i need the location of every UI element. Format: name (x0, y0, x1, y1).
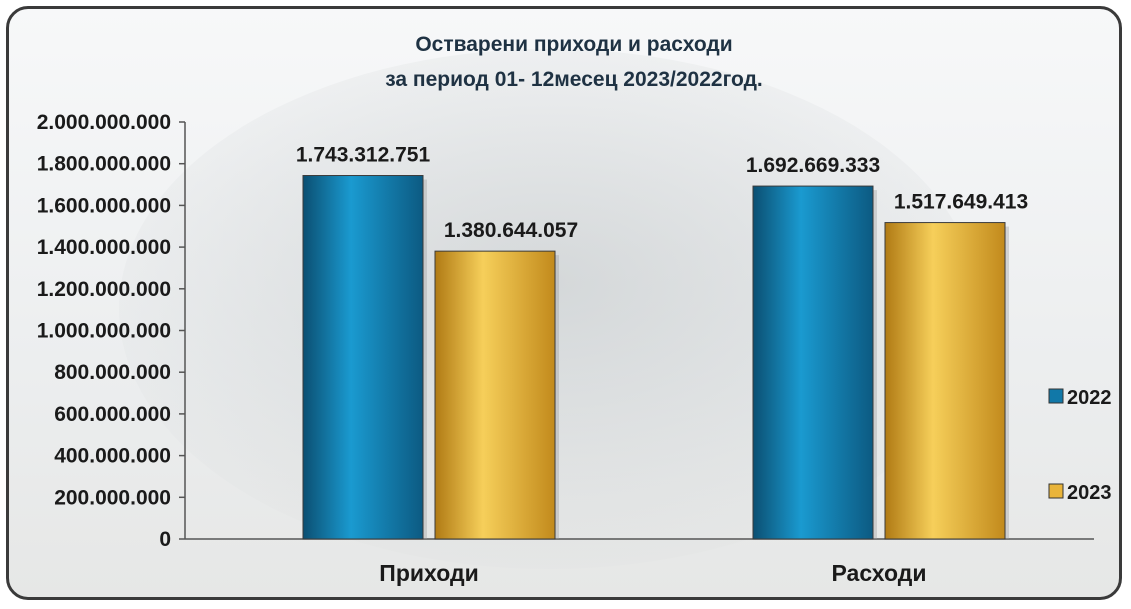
bars (302, 175, 1009, 540)
x-tick-label: Расходи (831, 560, 926, 586)
legend-entry: 2023 (1067, 482, 1112, 504)
y-tick-label: 1.800.000.000 (37, 153, 171, 176)
legend-swatch (1048, 388, 1064, 404)
y-tick-label: 600.000.000 (54, 403, 171, 426)
x-tick-label: Приходи (379, 560, 478, 586)
legend-swatch (1048, 483, 1064, 499)
chart-frame: Остварени приходи и расходи за период 01… (6, 6, 1122, 600)
chart-title-line-2: за период 01- 12месец 2023/2022год. (385, 68, 763, 91)
y-tick-label: 400.000.000 (54, 445, 171, 468)
bar-2023-rashodi (884, 222, 1006, 540)
chart-title-line-1: Остварени приходи и расходи (415, 33, 732, 56)
bar-chart: Остварени приходи и расходи за период 01… (37, 33, 1112, 586)
axes: 0 200.000.000 400.000.000 600.000.000 800.00… (37, 111, 1094, 551)
bar-2022-prihodi (302, 175, 424, 540)
data-label: 1.517.649.413 (894, 191, 1028, 214)
y-tick-label: 800.000.000 (54, 361, 171, 384)
y-tick-label: 1.000.000.000 (37, 320, 171, 343)
bar-2023-prihodi (434, 250, 556, 540)
legend: 2022 2023 (1048, 387, 1112, 504)
category-labels: Приходи Расходи (379, 560, 926, 586)
value-labels: 1.743.312.751 1.380.644.057 1.692.669.333 1… (296, 144, 1028, 243)
y-tick-label: 2.000.000.000 (37, 111, 171, 134)
y-tick-label: 0 (159, 528, 171, 551)
y-tick-label: 1.400.000.000 (37, 236, 171, 259)
data-label: 1.692.669.333 (746, 154, 880, 177)
data-label: 1.743.312.751 (296, 144, 431, 167)
y-tick-label: 1.600.000.000 (37, 194, 171, 217)
bar-2022-rashodi (752, 185, 874, 540)
data-label: 1.380.644.057 (444, 219, 578, 242)
legend-entry: 2022 (1067, 387, 1112, 409)
y-tick-label: 1.200.000.000 (37, 278, 171, 301)
y-tick-label: 200.000.000 (54, 486, 171, 509)
